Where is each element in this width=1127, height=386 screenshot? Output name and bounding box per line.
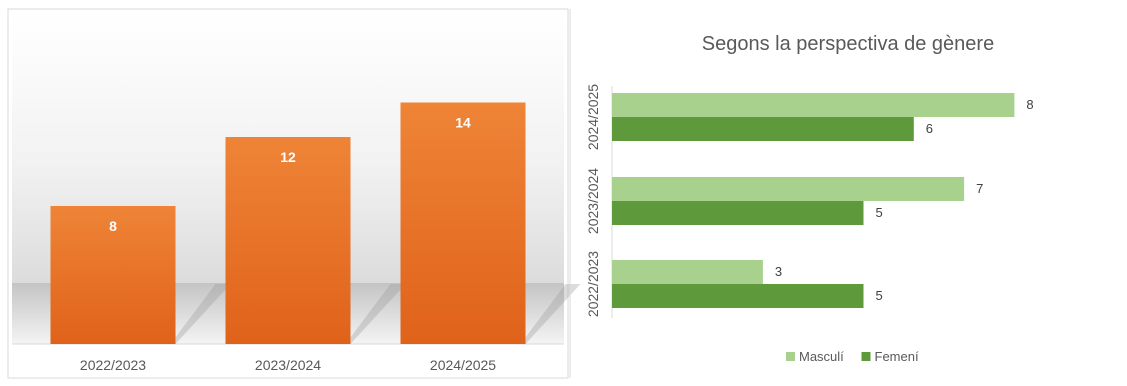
legend: Masculí Femení (786, 349, 919, 364)
bar-value-label: 8 (109, 218, 117, 234)
bar-value-label: 6 (926, 121, 933, 136)
category-label: 2024/2025 (585, 84, 601, 150)
category-label: 2022/2023 (585, 251, 601, 317)
legend-swatch (861, 352, 871, 361)
category-label: 2022/2023 (80, 357, 146, 373)
bar-2023/2024 (225, 137, 351, 344)
bar-value-label: 7 (976, 181, 983, 196)
legend-swatch (786, 352, 795, 361)
bar-value-label: 5 (876, 288, 883, 303)
category-label: 2023/2024 (255, 357, 321, 373)
bar-Masculí-2022/2023 (612, 260, 763, 284)
bar-value-label: 5 (876, 205, 883, 220)
enrollment-column-chart: 8 2022/2023 12 2023/2024 14 2024/2025 (7, 8, 581, 379)
gender-bar-chart: Segons la perspectiva de gènere 3 5 2022/2… (585, 33, 1034, 364)
bar-2022/2023 (50, 206, 176, 344)
chart-title: Segons la perspectiva de gènere (702, 33, 994, 55)
bar-value-label: 8 (1026, 97, 1033, 112)
bar-value-label: 14 (455, 115, 471, 131)
bar-Femení-2022/2023 (612, 284, 864, 308)
bar-value-label: 3 (775, 264, 782, 279)
bar-Femení-2023/2024 (612, 201, 864, 225)
bar-shadow (520, 284, 581, 344)
bar-Femení-2024/2025 (612, 117, 914, 141)
category-label: 2023/2024 (585, 168, 601, 234)
legend-label: Femení (875, 349, 919, 364)
bar-value-label: 12 (280, 149, 296, 165)
bar-2024/2025 (400, 102, 526, 344)
bar-Masculí-2024/2025 (612, 93, 1015, 117)
legend-label: Masculí (799, 349, 844, 364)
bar-shadow (345, 284, 406, 344)
bar-Masculí-2023/2024 (612, 177, 965, 201)
category-label: 2024/2025 (430, 357, 496, 373)
bar-shadow (170, 284, 231, 344)
